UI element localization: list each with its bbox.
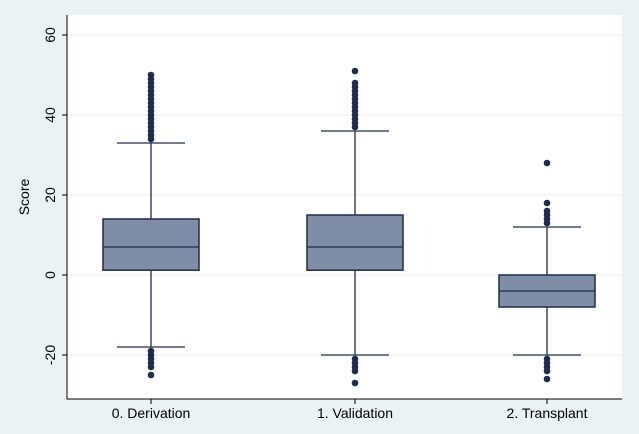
y-tick-label: 20	[42, 187, 58, 203]
outlier-point	[351, 379, 359, 387]
box-group	[102, 71, 200, 379]
y-tick-label: 60	[42, 27, 58, 43]
outlier-point	[543, 159, 551, 167]
y-tick-label: -20	[42, 345, 58, 365]
x-tick-label: 2. Transplant	[507, 405, 588, 421]
axes: -20 0 20 40 60 0. Derivation 1. Validation 2. T…	[42, 15, 622, 421]
outlier-point	[351, 79, 359, 87]
boxes	[102, 67, 596, 387]
plot-area	[67, 15, 622, 399]
outlier-point	[543, 375, 551, 383]
outlier-point	[543, 199, 551, 207]
outlier-point	[543, 207, 551, 215]
box-group	[498, 159, 596, 383]
box-group	[306, 67, 404, 387]
outlier-point	[147, 71, 155, 79]
x-tick-label: 1. Validation	[317, 405, 393, 421]
y-axis-label: Score	[16, 179, 32, 216]
outlier-point	[147, 371, 155, 379]
outlier-point	[543, 367, 551, 375]
box	[306, 214, 404, 271]
y-tick-label: 0	[42, 271, 58, 279]
y-tick-label: 40	[42, 107, 58, 123]
outlier-point	[147, 363, 155, 371]
x-tick-label: 0. Derivation	[112, 405, 191, 421]
outlier-point	[351, 67, 359, 75]
box	[102, 218, 200, 271]
outlier-point	[351, 367, 359, 375]
